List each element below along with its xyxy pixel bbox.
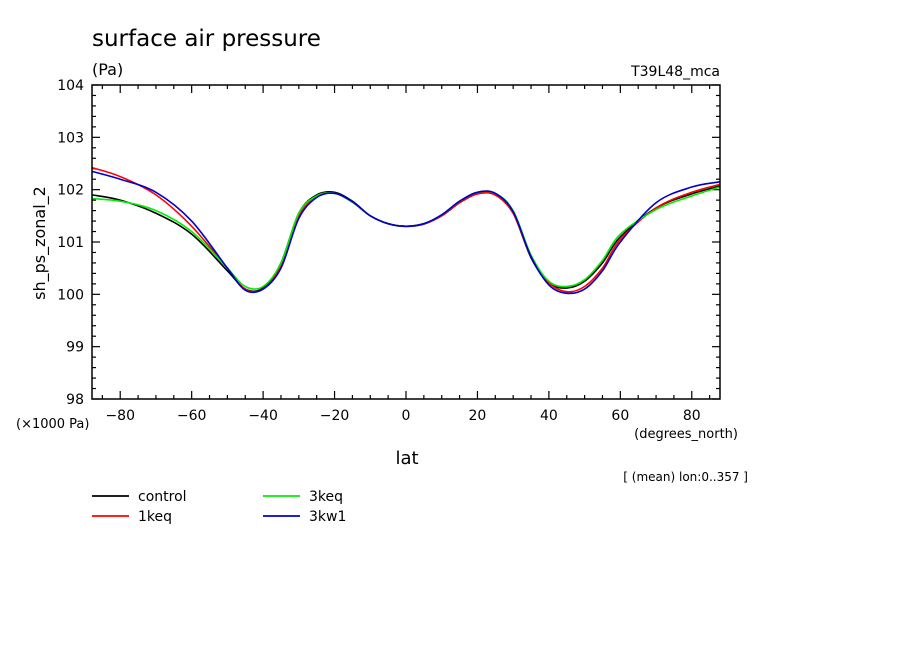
x-tick-label: −20 bbox=[320, 408, 350, 424]
chart-title: surface air pressure bbox=[92, 26, 321, 52]
x-tick-label: 20 bbox=[469, 408, 487, 424]
y-tick-label: 98 bbox=[66, 392, 84, 408]
x-tick-label: 80 bbox=[683, 408, 701, 424]
legend: control 1keq 3keq 3kw1 bbox=[92, 489, 346, 525]
series-line-control bbox=[91, 185, 721, 293]
y-tick-label: 99 bbox=[66, 340, 84, 356]
y-axis-label: sh_ps_zonal_2 bbox=[30, 186, 50, 300]
legend-label-3kw1: 3kw1 bbox=[309, 509, 346, 525]
legend-label-1keq: 1keq bbox=[138, 509, 172, 525]
x-tick-label: 40 bbox=[540, 408, 558, 424]
x-tick-label: −80 bbox=[105, 408, 135, 424]
y-tick-label: 101 bbox=[57, 235, 84, 251]
x-axis-units: (degrees_north) bbox=[634, 427, 738, 442]
series-line-3keq bbox=[91, 186, 721, 290]
x-tick-label: −60 bbox=[177, 408, 207, 424]
y-tick-label: 100 bbox=[57, 287, 84, 303]
y-scale-note: (×1000 Pa) bbox=[16, 417, 89, 432]
units-label: (Pa) bbox=[92, 60, 123, 79]
y-tick-label: 102 bbox=[57, 183, 84, 199]
x-tick-label: 0 bbox=[402, 408, 411, 424]
subset-note: [ (mean) lon:0..357 ] bbox=[623, 470, 748, 484]
x-tick-label: −40 bbox=[248, 408, 278, 424]
legend-label-3keq: 3keq bbox=[309, 489, 343, 505]
y-tick-labels: 98 99 100 101 102 103 104 bbox=[57, 78, 84, 408]
legend-label-control: control bbox=[138, 489, 187, 505]
x-tick-label: 60 bbox=[611, 408, 629, 424]
x-tick-labels: −80 −60 −40 −20 0 20 40 60 80 bbox=[105, 408, 700, 424]
axis-ticks bbox=[92, 84, 720, 400]
plot-frame bbox=[91, 84, 721, 400]
series-line-3kw1 bbox=[91, 170, 721, 295]
x-axis-label: lat bbox=[395, 448, 418, 469]
run-label: T39L48_mca bbox=[630, 64, 720, 80]
series-group bbox=[91, 166, 721, 295]
y-tick-label: 103 bbox=[57, 130, 84, 146]
y-tick-label: 104 bbox=[57, 78, 84, 94]
